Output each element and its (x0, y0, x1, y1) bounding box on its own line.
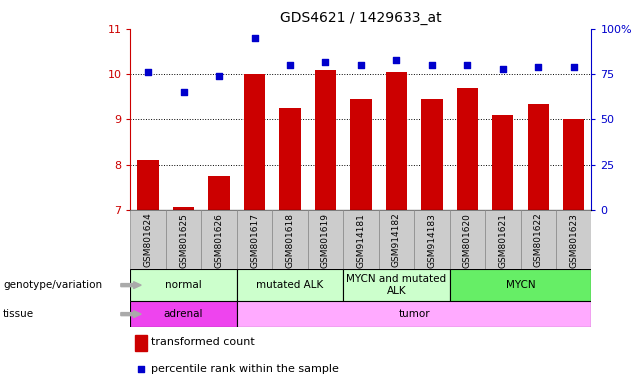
Bar (315, 70, 336, 210)
Bar (520, 210, 556, 269)
Bar (528, 104, 549, 210)
Text: GSM914181: GSM914181 (356, 213, 366, 268)
Bar (343, 269, 450, 301)
Text: GSM914182: GSM914182 (392, 213, 401, 267)
Bar (130, 210, 166, 269)
Text: adrenal: adrenal (164, 309, 204, 319)
Bar (414, 210, 450, 269)
Point (427, 62, 437, 68)
Point (214, 73, 224, 79)
Point (391, 57, 401, 63)
Point (135, 366, 146, 372)
Bar (237, 269, 343, 301)
Text: GSM801622: GSM801622 (534, 213, 543, 267)
Bar (279, 108, 301, 210)
Bar (237, 210, 272, 269)
Bar (378, 210, 414, 269)
Text: GSM914183: GSM914183 (427, 213, 436, 268)
Point (462, 62, 473, 68)
Text: tumor: tumor (398, 309, 430, 319)
Point (285, 62, 295, 68)
Bar (135, 335, 146, 351)
Text: GSM801621: GSM801621 (499, 213, 508, 268)
Bar (173, 207, 194, 210)
Text: GSM801623: GSM801623 (569, 213, 578, 268)
Point (143, 70, 153, 76)
Text: percentile rank within the sample: percentile rank within the sample (151, 364, 339, 374)
Text: genotype/variation: genotype/variation (3, 280, 102, 290)
Bar (272, 210, 308, 269)
Bar (450, 269, 591, 301)
Bar (308, 210, 343, 269)
Text: GSM801617: GSM801617 (250, 213, 259, 268)
Text: tissue: tissue (3, 309, 34, 319)
Bar (492, 115, 513, 210)
Bar (237, 301, 591, 327)
Point (321, 59, 331, 65)
Bar (166, 210, 202, 269)
Point (356, 62, 366, 68)
Bar (130, 301, 237, 327)
Point (569, 64, 579, 70)
Text: mutated ALK: mutated ALK (256, 280, 324, 290)
Text: MYCN and mutated
ALK: MYCN and mutated ALK (347, 274, 446, 296)
Bar (386, 72, 407, 210)
Text: MYCN: MYCN (506, 280, 536, 290)
Point (179, 89, 189, 95)
Bar (209, 176, 230, 210)
Bar (137, 160, 159, 210)
Bar (485, 210, 520, 269)
Bar (457, 88, 478, 210)
Bar (563, 119, 584, 210)
Bar (421, 99, 443, 210)
Text: GSM801619: GSM801619 (321, 213, 330, 268)
Point (249, 35, 259, 41)
Title: GDS4621 / 1429633_at: GDS4621 / 1429633_at (280, 12, 442, 25)
Bar (130, 269, 237, 301)
Point (498, 66, 508, 72)
Text: GSM801625: GSM801625 (179, 213, 188, 268)
Text: GSM801618: GSM801618 (286, 213, 294, 268)
Bar (244, 74, 265, 210)
Bar (450, 210, 485, 269)
Text: normal: normal (165, 280, 202, 290)
Text: transformed count: transformed count (151, 337, 255, 347)
Bar (343, 210, 378, 269)
Text: GSM801624: GSM801624 (144, 213, 153, 267)
Text: GSM801620: GSM801620 (463, 213, 472, 268)
Point (533, 64, 543, 70)
Text: GSM801626: GSM801626 (214, 213, 223, 268)
Bar (556, 210, 591, 269)
Bar (350, 99, 371, 210)
Bar (202, 210, 237, 269)
